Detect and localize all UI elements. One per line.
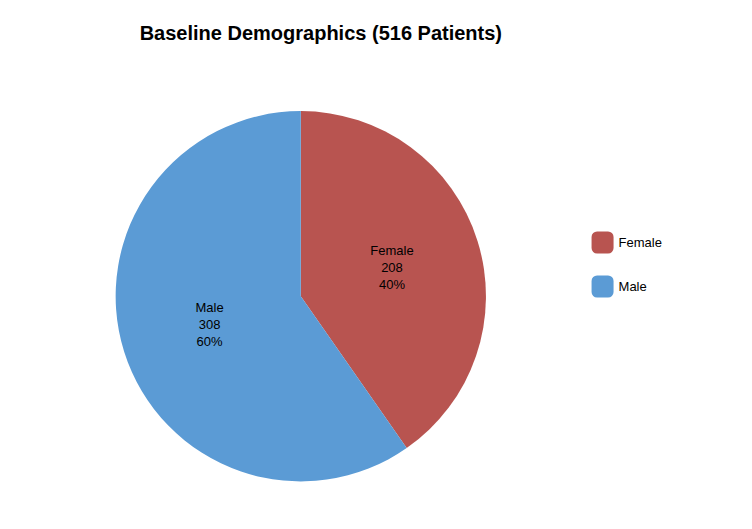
svg-text:208: 208	[381, 260, 403, 275]
svg-text:Baseline Demographics (516 Pat: Baseline Demographics (516 Patients)	[140, 22, 502, 44]
svg-text:Male: Male	[619, 279, 647, 294]
svg-text:Female: Female	[370, 243, 413, 258]
svg-text:308: 308	[199, 317, 221, 332]
svg-text:40%: 40%	[379, 277, 405, 292]
svg-text:Male: Male	[196, 300, 224, 315]
svg-text:Female: Female	[619, 235, 662, 250]
svg-text:60%: 60%	[197, 334, 223, 349]
